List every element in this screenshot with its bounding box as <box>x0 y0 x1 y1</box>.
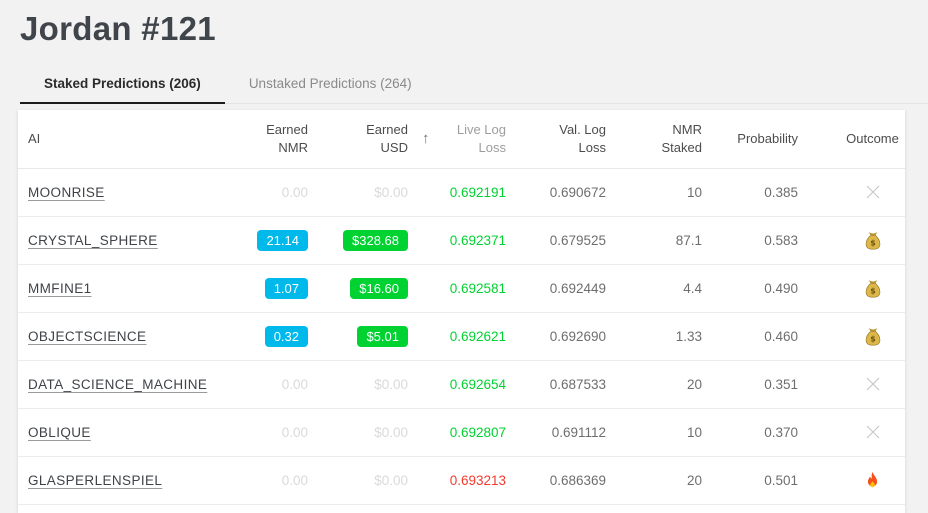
table-row: OBJECTSCIENCE 0.32 $5.01 0.692621 0.6926… <box>18 312 905 361</box>
x-icon <box>864 375 882 393</box>
column-header-ai[interactable]: AI <box>18 110 250 169</box>
table-row: MMFINE1 1.07 $16.60 0.692581 0.692449 4.… <box>18 264 905 313</box>
earned-nmr-value: 0.00 <box>281 376 308 392</box>
earned-nmr-value: 0.00 <box>281 184 308 200</box>
ai-link[interactable]: GLASPERLENSPIEL <box>28 472 163 488</box>
money-bag-icon: $ <box>865 231 881 250</box>
svg-text:$: $ <box>870 334 876 343</box>
probability-value: 0.460 <box>764 328 798 344</box>
nmr-staked-value: 10 <box>686 424 702 440</box>
earned-nmr-value: 0.00 <box>281 424 308 440</box>
column-header-val-log-loss[interactable]: Val. Log Loss <box>506 110 606 169</box>
column-header-outcome[interactable]: Outcome <box>798 110 905 169</box>
tab-unstaked-predictions[interactable]: Unstaked Predictions (264) <box>248 76 412 91</box>
live-log-loss-value: 0.692581 <box>449 280 506 296</box>
predictions-table: AI Earned NMR Earned USD ↑ Live Log Loss… <box>18 110 905 505</box>
table-row: OBLIQUE 0.00 $0.00 0.692807 0.691112 10 … <box>18 408 905 457</box>
ai-link[interactable]: OBLIQUE <box>28 424 91 440</box>
sort-ascending-icon[interactable]: ↑ <box>422 130 430 148</box>
nmr-staked-value: 20 <box>686 376 702 392</box>
table-row: CRYSTAL_SPHERE 21.14 $328.68 0.692371 0.… <box>18 216 905 265</box>
nmr-staked-value: 87.1 <box>675 232 702 248</box>
table-row: DATA_SCIENCE_MACHINE 0.00 $0.00 0.692654… <box>18 360 905 409</box>
ai-link[interactable]: CRYSTAL_SPHERE <box>28 232 158 248</box>
column-header-earned-nmr[interactable]: Earned NMR <box>250 110 308 169</box>
ai-link[interactable]: DATA_SCIENCE_MACHINE <box>28 376 208 392</box>
earned-usd-value: $0.00 <box>374 376 408 392</box>
nmr-staked-value: 4.4 <box>683 280 702 296</box>
earned-nmr-value: 0.00 <box>281 472 308 488</box>
nmr-staked-value: 20 <box>686 472 702 488</box>
val-log-loss-value: 0.692449 <box>549 280 606 296</box>
probability-value: 0.385 <box>764 184 798 200</box>
live-log-loss-value: 0.692654 <box>449 376 506 392</box>
earned-nmr-badge: 1.07 <box>264 277 308 299</box>
live-log-loss-value: 0.692371 <box>449 232 506 248</box>
x-icon <box>864 423 882 441</box>
live-log-loss-value: 0.693213 <box>449 472 506 488</box>
fire-icon <box>864 471 881 490</box>
nmr-staked-value: 1.33 <box>675 328 702 344</box>
column-header-nmr-staked[interactable]: NMR Staked <box>606 110 702 169</box>
page-title: Jordan #121 <box>20 10 216 47</box>
earned-usd-value: $0.00 <box>374 184 408 200</box>
column-header-probability[interactable]: Probability <box>702 110 798 169</box>
live-log-loss-value: 0.692191 <box>449 184 506 200</box>
ai-link[interactable]: OBJECTSCIENCE <box>28 328 147 344</box>
probability-value: 0.501 <box>764 472 798 488</box>
probability-value: 0.583 <box>764 232 798 248</box>
column-header-earned-usd[interactable]: Earned USD <box>308 110 408 169</box>
svg-text:$: $ <box>870 238 876 247</box>
probability-value: 0.370 <box>764 424 798 440</box>
val-log-loss-value: 0.686369 <box>549 472 606 488</box>
x-icon <box>864 183 882 201</box>
live-log-loss-value: 0.692807 <box>449 424 506 440</box>
live-log-loss-value: 0.692621 <box>449 328 506 344</box>
earned-usd-value: $0.00 <box>374 424 408 440</box>
val-log-loss-value: 0.691112 <box>551 424 606 440</box>
table-row: MOONRISE 0.00 $0.00 0.692191 0.690672 10… <box>18 168 905 217</box>
ai-link[interactable]: MOONRISE <box>28 184 105 200</box>
earned-usd-badge: $5.01 <box>357 325 408 347</box>
money-bag-icon: $ <box>865 279 881 298</box>
earned-usd-value: $0.00 <box>374 472 408 488</box>
predictions-table-card: AI Earned NMR Earned USD ↑ Live Log Loss… <box>18 110 905 513</box>
ai-link[interactable]: MMFINE1 <box>28 280 92 296</box>
tabs: Staked Predictions (206) Unstaked Predic… <box>20 66 928 104</box>
table-header-row: AI Earned NMR Earned USD ↑ Live Log Loss… <box>18 110 905 169</box>
val-log-loss-value: 0.687533 <box>549 376 606 392</box>
earned-usd-badge: $328.68 <box>343 229 408 251</box>
earned-nmr-badge: 0.32 <box>264 325 308 347</box>
svg-text:$: $ <box>870 286 876 295</box>
column-header-live-log-loss[interactable]: ↑ Live Log Loss <box>408 110 506 169</box>
earned-usd-badge: $16.60 <box>350 277 408 299</box>
val-log-loss-value: 0.692690 <box>549 328 606 344</box>
money-bag-icon: $ <box>865 327 881 346</box>
probability-value: 0.490 <box>764 280 798 296</box>
earned-nmr-badge: 21.14 <box>257 229 308 251</box>
val-log-loss-value: 0.690672 <box>549 184 606 200</box>
val-log-loss-value: 0.679525 <box>549 232 606 248</box>
table-row: GLASPERLENSPIEL 0.00 $0.00 0.693213 0.68… <box>18 456 905 505</box>
tab-staked-predictions[interactable]: Staked Predictions (206) <box>20 66 225 104</box>
nmr-staked-value: 10 <box>686 184 702 200</box>
probability-value: 0.351 <box>764 376 798 392</box>
